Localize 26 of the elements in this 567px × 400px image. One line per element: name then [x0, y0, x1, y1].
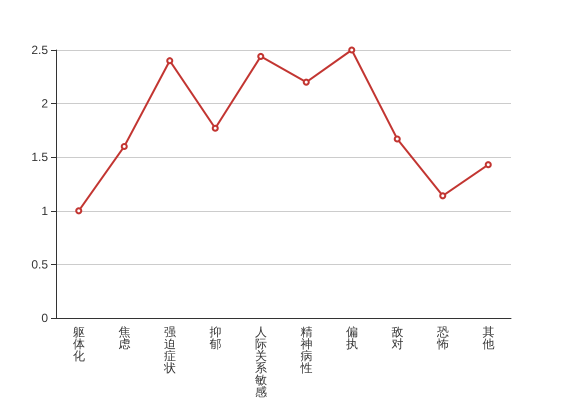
y-tick-label: 0: [41, 311, 48, 325]
point: [348, 46, 356, 54]
y-tick-label: 0.5: [31, 257, 48, 272]
point: [75, 207, 82, 214]
x-tick-label: 强迫症状: [162, 325, 176, 375]
point: [257, 52, 264, 60]
x-tick-label: 焦虑: [118, 325, 130, 351]
x-tick-label: 其他: [482, 325, 494, 351]
x-tick-label: 恐怖: [436, 325, 449, 351]
y-tick-label: 2: [41, 96, 48, 111]
point: [120, 142, 128, 150]
x-tick-label: 人际关系敏感: [254, 325, 267, 399]
x-tick-label: 敌对: [391, 325, 404, 351]
x-tick-label: 躯体化: [72, 325, 85, 363]
point: [394, 135, 401, 142]
y-tick-label: 1.5: [31, 150, 48, 164]
point: [212, 124, 219, 132]
y-tick-label: 1: [41, 204, 48, 218]
y-tick-label: 2.5: [31, 43, 48, 57]
point: [484, 161, 492, 168]
x-tick-label: 偏执: [346, 325, 358, 351]
point: [166, 57, 174, 64]
point: [302, 78, 310, 86]
x-tick-label: 精神病性: [299, 325, 312, 375]
point: [439, 192, 446, 200]
x-tick-label: 抑郁: [209, 325, 222, 351]
